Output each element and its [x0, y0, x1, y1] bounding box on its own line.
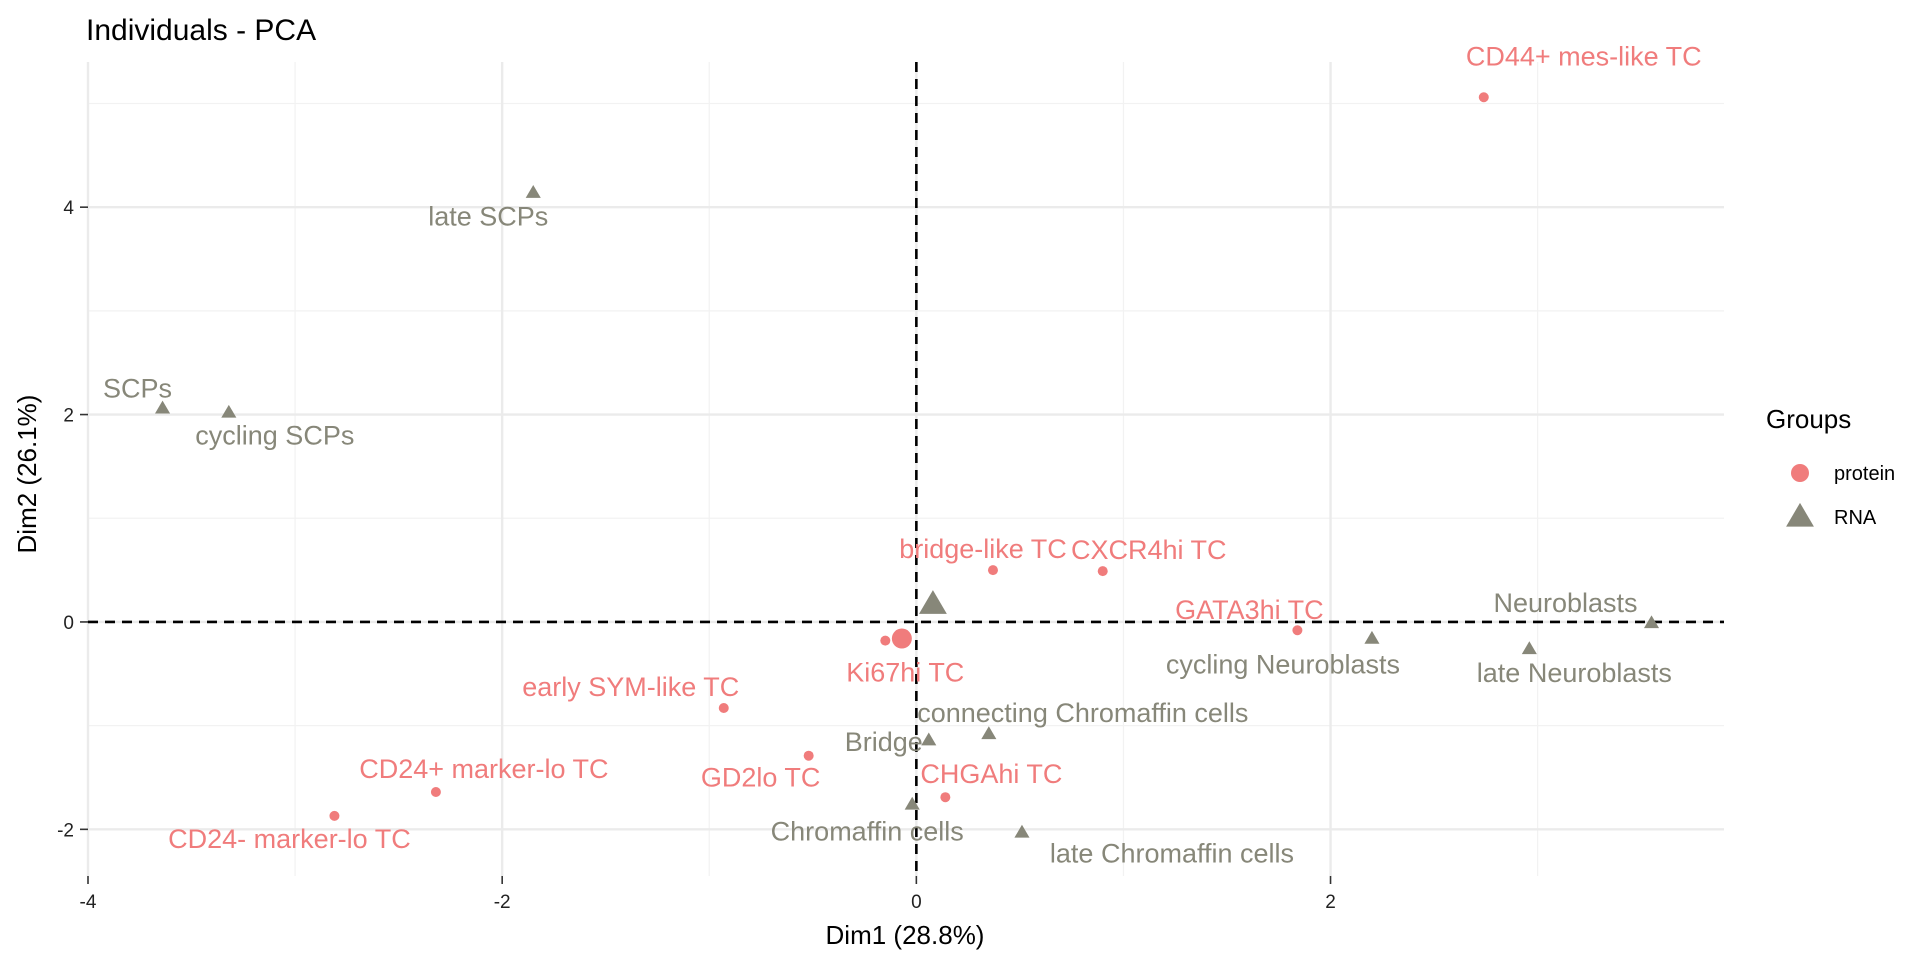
protein-point: [987, 565, 998, 576]
protein-point: [803, 750, 814, 761]
protein-point-label: CXCR4hi TC: [1071, 535, 1227, 565]
protein-point: [430, 787, 441, 798]
rna-point-label: cycling Neuroblasts: [1166, 650, 1400, 680]
rna-point-label: late SCPs: [428, 202, 548, 232]
y-tick-label: 0: [63, 613, 74, 634]
rna-point: [1364, 630, 1380, 644]
rna-point: [155, 400, 171, 414]
protein-point: [1292, 625, 1303, 636]
legend-key-protein: [1791, 464, 1809, 482]
protein-point-label: Ki67hi TC: [846, 658, 964, 688]
protein-point: [940, 792, 951, 803]
rna-point: [525, 184, 541, 198]
rna-point-label: late Neuroblasts: [1477, 658, 1672, 688]
protein-point-label: early SYM-like TC: [522, 672, 739, 702]
protein-point-label: CHGAhi TC: [920, 759, 1062, 789]
x-tick-label: -4: [80, 892, 97, 913]
rna-point: [1643, 615, 1660, 629]
legend: Groups protein RNA: [1766, 404, 1895, 529]
data-points: [155, 92, 1660, 838]
rna-point: [221, 404, 237, 418]
x-tick-label: 0: [911, 892, 922, 913]
rna-centroid: [919, 590, 947, 614]
protein-point: [1097, 566, 1108, 577]
legend-label-protein: protein: [1834, 463, 1895, 485]
legend-label-rna: RNA: [1834, 507, 1877, 529]
rna-point-label: cycling SCPs: [195, 420, 354, 450]
rna-point: [1014, 824, 1030, 838]
chart-title: Individuals - PCA: [86, 14, 316, 47]
x-axis-title: Dim1 (28.8%): [826, 920, 985, 950]
protein-point-label: CD24- marker-lo TC: [168, 824, 411, 854]
legend-title: Groups: [1766, 404, 1851, 434]
protein-point-label: CD24+ marker-lo TC: [359, 754, 608, 784]
legend-key-rna: [1786, 502, 1814, 527]
rna-point: [1521, 641, 1537, 655]
protein-point: [718, 703, 729, 714]
protein-point: [1478, 92, 1489, 103]
rna-point-label: Chromaffin cells: [771, 816, 964, 846]
x-tick-label: -2: [494, 892, 511, 913]
rna-point: [921, 732, 937, 746]
protein-centroid: [891, 628, 912, 649]
rna-point-label: connecting Chromaffin cells: [917, 698, 1248, 728]
rna-point-label: late Chromaffin cells: [1050, 838, 1294, 868]
protein-point: [329, 810, 340, 821]
protein-point: [880, 635, 891, 646]
protein-point-label: GATA3hi TC: [1175, 595, 1324, 625]
rna-point: [981, 726, 997, 740]
rna-point: [904, 796, 920, 810]
y-tick-label: -2: [57, 820, 74, 841]
y-tick-label: 2: [63, 406, 74, 427]
reference-lines: [88, 62, 1724, 876]
rna-point-label: SCPs: [103, 373, 172, 403]
x-tick-label: 2: [1325, 892, 1336, 913]
protein-point-label: CD44+ mes-like TC: [1466, 41, 1702, 71]
rna-point-label: Bridge: [845, 727, 923, 757]
rna-point-label: Neuroblasts: [1493, 588, 1637, 618]
protein-point-label: GD2lo TC: [701, 763, 821, 793]
protein-point-label: bridge-like TC: [899, 534, 1067, 564]
y-axis-title: Dim2 (26.1%): [12, 395, 42, 554]
y-tick-label: 4: [63, 198, 74, 219]
axis-ticks: -4 -2 0 2 -2 0 2 4: [57, 198, 1336, 913]
point-labels: CD44+ mes-like TC bridge-like TC CXCR4hi T…: [103, 41, 1702, 868]
